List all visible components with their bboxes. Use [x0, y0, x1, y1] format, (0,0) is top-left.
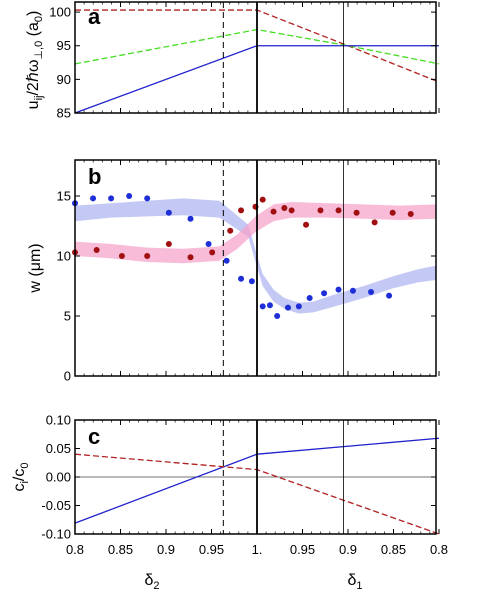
panel-c-yticks: -0.10 -0.05 0.00 0.05 0.10	[41, 413, 436, 542]
panel-b-point	[371, 219, 378, 226]
panel-b-point	[259, 196, 266, 203]
panel-b-point	[303, 221, 310, 228]
panel-b-point	[284, 304, 291, 311]
panel-c: -0.10 -0.05 0.00 0.05 0.10 c ci/c0	[11, 413, 440, 542]
panel-b-point	[165, 241, 172, 247]
panel-b-vlines	[222, 160, 344, 376]
panel-b-point	[238, 207, 245, 214]
panel-b-point	[259, 303, 266, 310]
y-tick-label: 15	[57, 189, 71, 204]
panel-b-band	[75, 198, 436, 314]
y-tick-label: 5	[64, 309, 71, 324]
panel-b-point	[335, 207, 342, 214]
panel-b-frame	[74, 159, 437, 377]
panel-a-vlines	[222, 2, 344, 113]
panel-b-point	[126, 193, 133, 199]
panel-b-point	[144, 195, 151, 202]
panel-a-ylabel: uij/2ℏω⊥,0 (a0)	[25, 11, 45, 110]
panel-b-point	[187, 215, 194, 222]
panel-c-vlines	[222, 420, 344, 534]
panel-b-point	[93, 247, 100, 253]
panel-b-bands	[75, 198, 436, 314]
panel-b-letter: b	[88, 164, 101, 189]
panel-b-point	[165, 209, 172, 216]
panel-b-point	[386, 292, 393, 299]
x-tick-label: 0.85	[381, 542, 406, 557]
panel-b-point	[306, 295, 313, 301]
panel-b-point	[108, 195, 115, 202]
panel-c-xticks	[74, 420, 440, 534]
panel-a: 85 90 95 100 a uij/2ℏω⊥,0 (a0)	[25, 1, 440, 121]
panel-a-letter: a	[88, 4, 101, 29]
y-tick-label: 0	[64, 369, 71, 384]
y-tick-label: 85	[57, 106, 71, 121]
y-tick-label: 10	[57, 249, 71, 264]
panel-b-point	[368, 289, 375, 295]
panel-b-point	[90, 195, 97, 202]
panel-b-point	[270, 208, 277, 215]
panel-c-letter: c	[88, 424, 100, 449]
x-tick-label: 0.8	[66, 542, 84, 557]
panel-b-band	[75, 202, 436, 264]
y-tick-label: 0.10	[46, 413, 71, 428]
y-tick-label: -0.10	[41, 527, 71, 542]
y-tick-label: 100	[49, 5, 71, 20]
y-tick-label: -0.05	[41, 498, 71, 513]
x-tick-label: 0.9	[157, 542, 175, 557]
panel-c-ylabel: ci/c0	[11, 462, 31, 491]
panel-b-points	[72, 193, 414, 319]
x-tick-label: 0.95	[199, 542, 224, 557]
panel-b-yticks: 0 5 10 15	[57, 189, 436, 384]
panel-b-point	[281, 205, 288, 211]
x-tick-label: 0.85	[108, 542, 133, 557]
panel-b: 0 5 10 15 b w (μm)	[27, 159, 440, 384]
panel-a-frame	[74, 1, 437, 114]
y-tick-label: 95	[57, 38, 71, 53]
panel-b-point	[266, 302, 273, 309]
panel-b-point	[209, 249, 216, 256]
x-tick-label: 0.95	[290, 542, 315, 557]
panel-b-point	[353, 209, 360, 216]
panel-b-point	[389, 209, 396, 216]
panel-b-point	[187, 254, 194, 261]
panel-b-point	[144, 253, 151, 259]
panel-b-point	[274, 313, 281, 319]
panel-b-point	[248, 278, 255, 285]
panel-b-point	[118, 253, 125, 259]
panel-a-series-line	[74, 45, 439, 114]
x-tick-label: 0.8	[430, 542, 448, 557]
panel-a-yticks: 85 90 95 100	[49, 5, 436, 121]
panel-a-series-line	[74, 28, 440, 65]
panel-b-point	[321, 290, 328, 297]
x-tick-label: 0.9	[339, 542, 357, 557]
panel-b-point	[295, 303, 302, 310]
y-tick-label: 0.00	[46, 470, 71, 485]
panel-b-point	[227, 227, 234, 234]
x-tick-label: 1.	[252, 542, 263, 557]
panel-b-point	[335, 286, 342, 293]
panel-b-point	[238, 275, 245, 282]
x-axis-label-delta1: δ1	[347, 572, 362, 592]
y-tick-label: 0.05	[46, 441, 71, 456]
panel-b-point	[349, 287, 356, 294]
panel-b-point	[223, 257, 230, 264]
x-axis-label-delta2: δ2	[144, 572, 159, 592]
panel-b-xticks	[74, 160, 440, 376]
x-tick-labels: 0.8 0.85 0.9 0.95 1. 0.95 0.9 0.85 0.8	[66, 542, 448, 557]
y-tick-label: 90	[57, 72, 71, 87]
panel-a-xticks	[74, 2, 440, 113]
panel-b-point	[205, 241, 212, 247]
panel-b-point	[288, 207, 295, 214]
panel-b-point	[407, 211, 414, 217]
panel-b-point	[317, 207, 324, 214]
panel-b-ylabel: w (μm)	[27, 243, 44, 293]
